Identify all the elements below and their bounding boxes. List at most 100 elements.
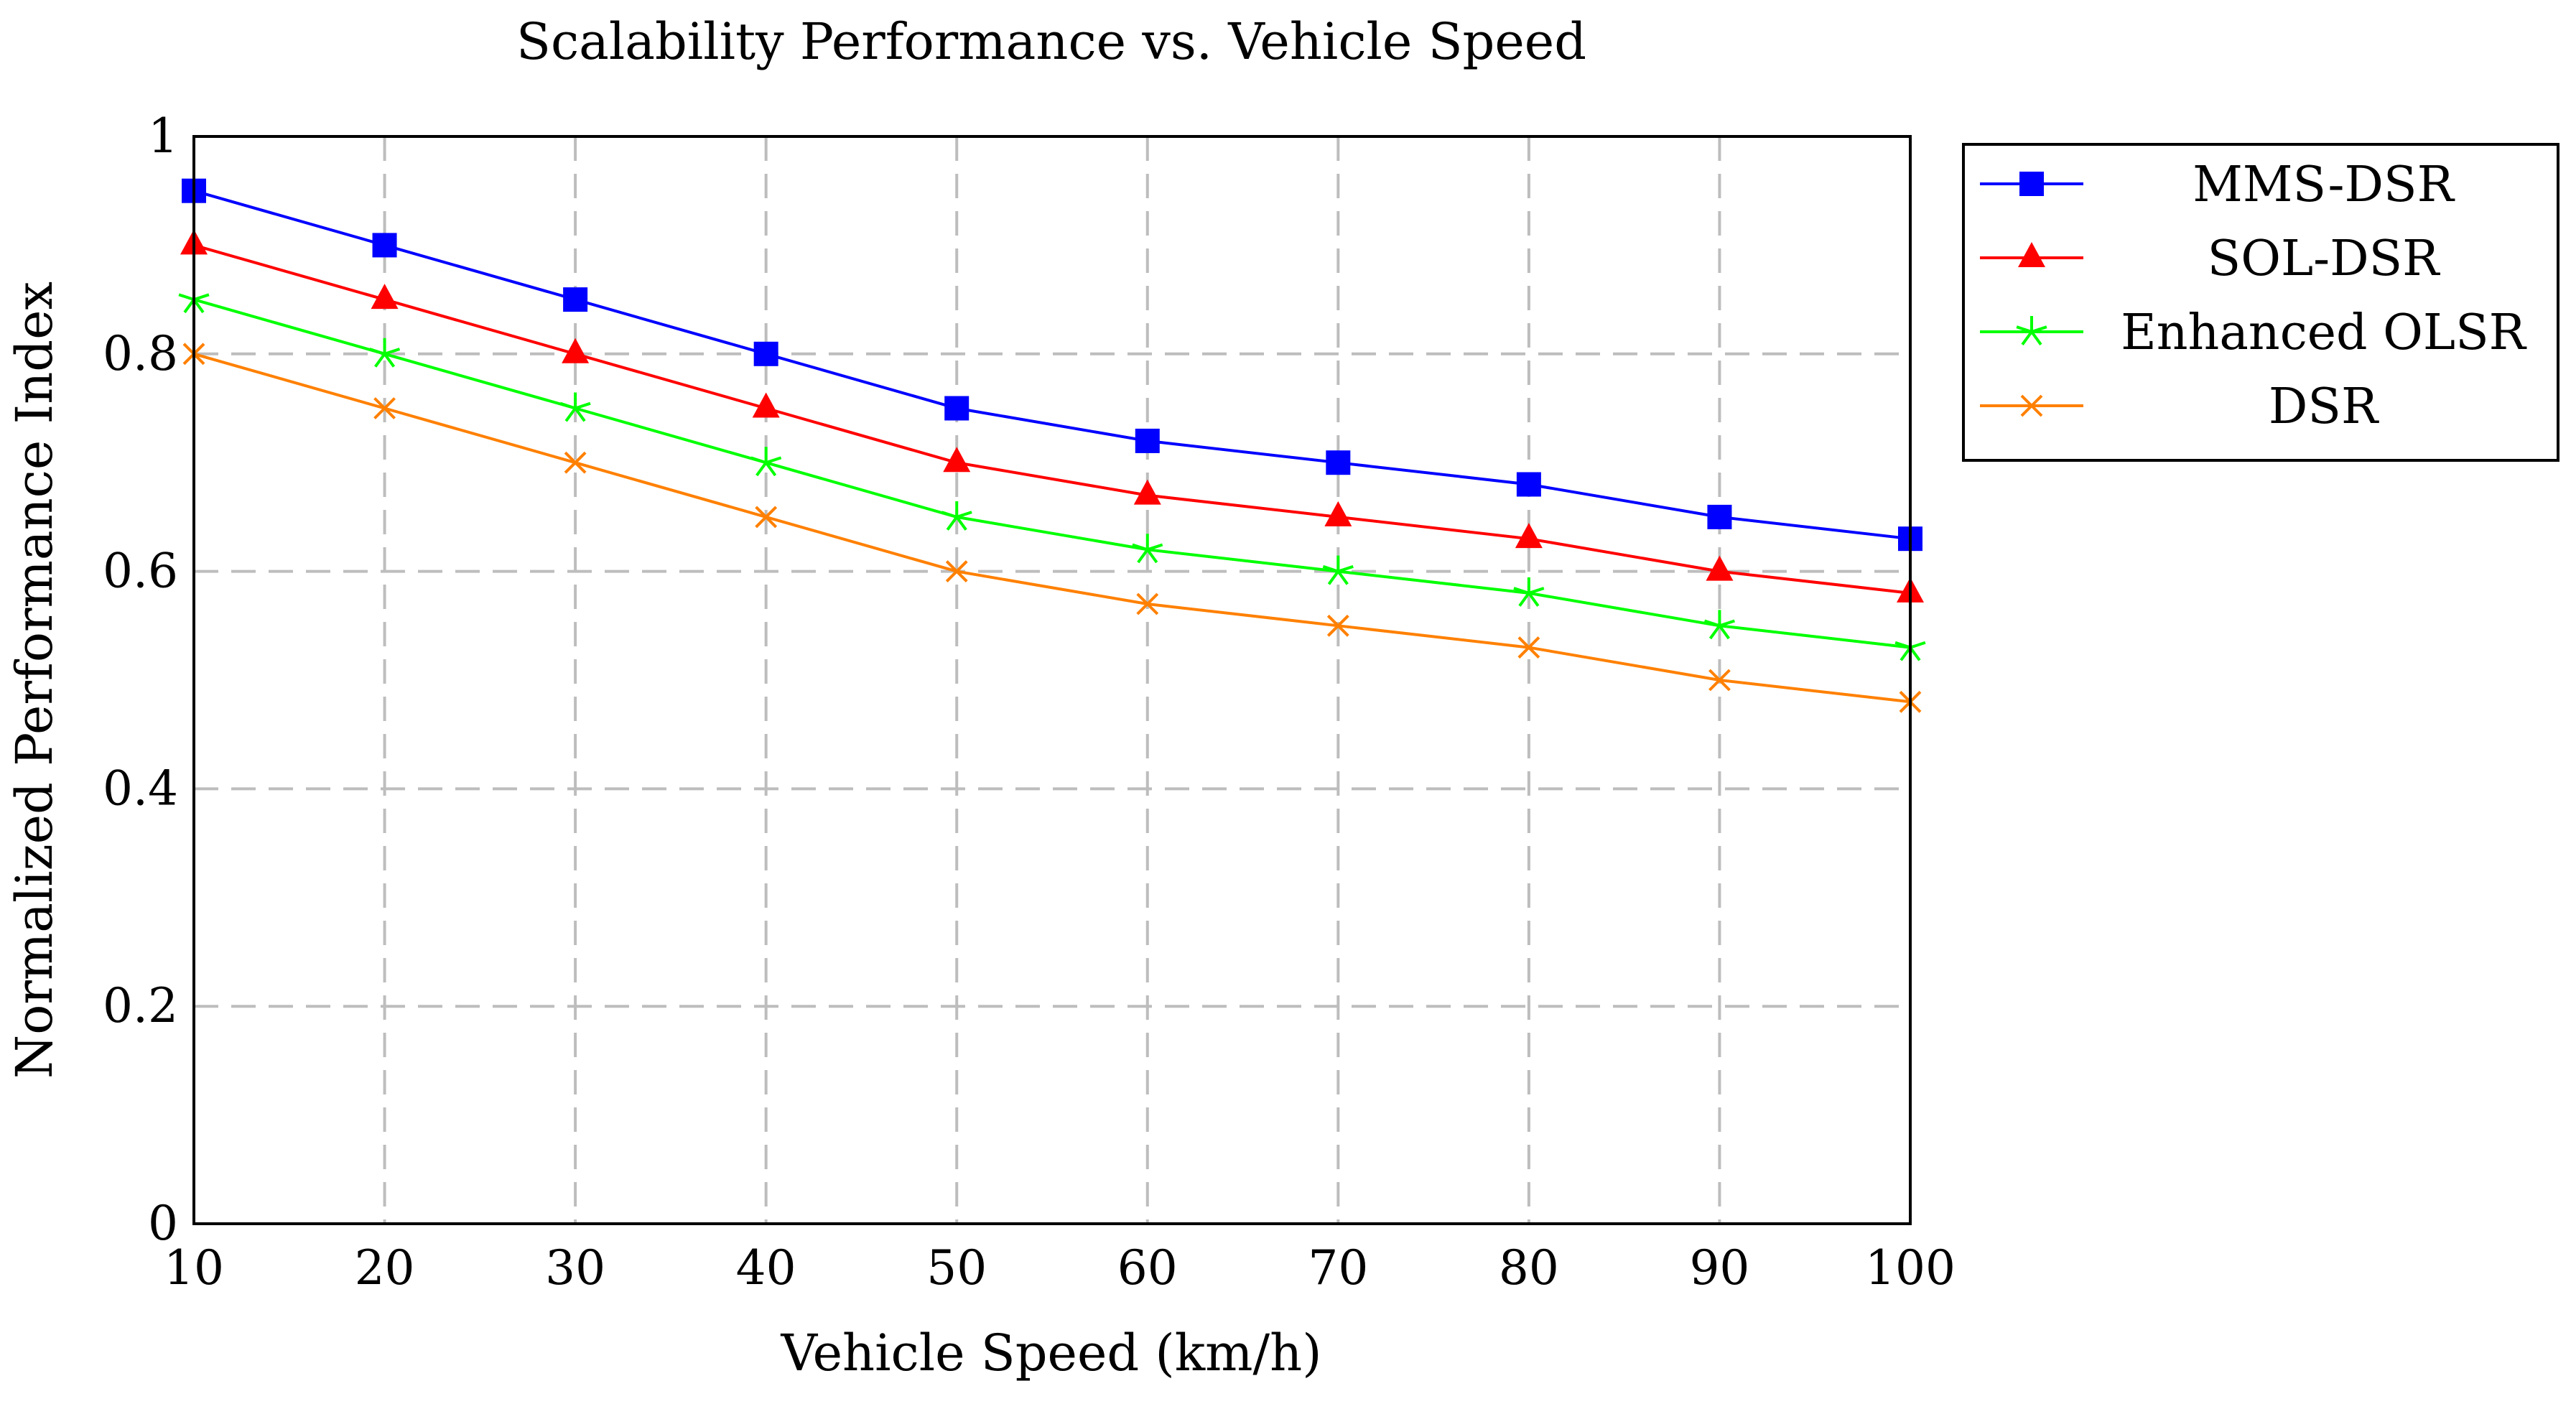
x-tick-label: 80 xyxy=(1499,1240,1559,1296)
legend-marker xyxy=(2020,394,2043,417)
marker-stroke xyxy=(1322,564,1339,573)
marker-stroke xyxy=(192,298,205,314)
marker-stroke xyxy=(1708,669,1731,692)
marker-stroke xyxy=(564,407,577,422)
y-tick-label: 0.4 xyxy=(103,761,178,816)
marker-stroke xyxy=(755,462,768,477)
data-point-dsr xyxy=(1708,669,1731,692)
marker-stroke xyxy=(1147,543,1163,552)
x-tick-label: 20 xyxy=(355,1240,415,1296)
x-tick-label: 50 xyxy=(926,1240,987,1296)
marker-stroke xyxy=(383,348,401,355)
data-point-sol-dsr xyxy=(943,447,971,473)
series-line-mms-dsr xyxy=(193,189,1911,541)
data-point-sol-dsr xyxy=(752,392,780,418)
data-point-mms-dsr xyxy=(563,287,588,312)
data-point-dsr xyxy=(1517,636,1540,659)
marker-stroke xyxy=(1719,619,1735,628)
marker-stroke xyxy=(765,462,777,477)
data-point-enhanced-olsr xyxy=(941,501,972,531)
data-point-enhanced-olsr xyxy=(750,447,782,477)
data-point-dsr xyxy=(945,560,968,583)
marker-stroke xyxy=(2020,394,2043,417)
x-tick-label: 10 xyxy=(164,1240,224,1296)
legend-label: DSR xyxy=(2269,378,2379,435)
x-tick-label: 70 xyxy=(1308,1240,1368,1296)
marker-stroke xyxy=(564,451,587,474)
data-point-sol-dsr xyxy=(371,284,399,310)
y-axis-ticks: 0 0.2 0.4 0.6 0.8 1 xyxy=(103,108,178,1251)
data-point-enhanced-olsr xyxy=(1513,577,1545,607)
marker-stroke xyxy=(1708,625,1721,640)
marker-stroke xyxy=(766,456,782,465)
data-point-dsr xyxy=(755,506,778,529)
legend-box xyxy=(1962,143,2559,462)
y-tick-label: 0.8 xyxy=(103,326,178,381)
y-tick-label: 1 xyxy=(148,108,178,164)
marker-stroke xyxy=(1900,646,1912,661)
marker-stroke xyxy=(1528,587,1545,595)
marker-stroke xyxy=(2031,325,2047,333)
marker-stroke xyxy=(374,353,386,368)
data-point-enhanced-olsr xyxy=(369,338,401,368)
marker-stroke xyxy=(183,298,195,314)
marker-stroke xyxy=(369,348,386,355)
series-dsr xyxy=(182,343,1922,713)
marker-stroke xyxy=(955,516,967,531)
marker-stroke xyxy=(193,293,210,302)
data-point-mms-dsr xyxy=(1516,472,1541,497)
x-tick-label: 90 xyxy=(1689,1240,1749,1296)
marker-stroke xyxy=(1136,592,1159,615)
data-point-mms-dsr xyxy=(372,233,397,258)
y-tick-label: 0 xyxy=(148,1196,178,1251)
y-axis-label: Normalized Performance Index xyxy=(5,282,64,1079)
legend-marker xyxy=(2016,316,2047,345)
marker-stroke xyxy=(945,560,968,583)
marker-stroke xyxy=(1718,625,1730,640)
data-point-mms-dsr xyxy=(1707,504,1732,529)
x-tick-label: 30 xyxy=(545,1240,605,1296)
data-point-dsr xyxy=(373,397,396,419)
marker-stroke xyxy=(1146,549,1158,564)
marker-stroke xyxy=(946,516,958,531)
marker-stroke xyxy=(755,506,778,529)
series-line-sol-dsr xyxy=(193,243,1911,595)
data-point-sol-dsr xyxy=(562,338,590,363)
legend-entry-mms-dsr: MMS-DSR xyxy=(1980,157,2455,213)
marker-stroke xyxy=(1910,641,1926,649)
grid xyxy=(194,136,1910,1224)
data-point-dsr xyxy=(564,451,587,474)
data-point-sol-dsr xyxy=(1515,523,1543,549)
x-tick-label: 100 xyxy=(1865,1240,1956,1296)
data-point-mms-dsr xyxy=(1326,450,1351,475)
legend-entry-dsr: DSR xyxy=(1980,378,2379,435)
data-point-sol-dsr xyxy=(1706,555,1734,581)
data-point-enhanced-olsr xyxy=(1322,555,1354,585)
marker-stroke xyxy=(1528,592,1540,607)
marker-stroke xyxy=(1909,646,1921,661)
marker-stroke xyxy=(1513,587,1530,595)
marker-stroke xyxy=(1518,592,1530,607)
marker-stroke xyxy=(1326,614,1349,637)
data-point-dsr xyxy=(1326,614,1349,637)
marker-stroke xyxy=(1894,641,1911,649)
legend-label: Enhanced OLSR xyxy=(2121,304,2527,361)
series-group xyxy=(178,178,1926,713)
series-line-enhanced-olsr xyxy=(193,298,1911,649)
marker-stroke xyxy=(1327,570,1339,585)
marker-stroke xyxy=(750,456,767,465)
plot-frame xyxy=(192,135,1912,1225)
x-axis-ticks: 10 20 30 40 50 60 70 80 90 100 xyxy=(164,1240,1956,1296)
series-mms-dsr xyxy=(182,178,1922,552)
x-axis-label: Vehicle Speed (km/h) xyxy=(780,1324,1321,1382)
data-point-sol-dsr xyxy=(1133,479,1161,505)
data-point-dsr xyxy=(1136,592,1159,615)
marker-stroke xyxy=(941,511,957,519)
legend-marker xyxy=(2019,172,2044,196)
marker-stroke xyxy=(1132,543,1148,552)
data-point-enhanced-olsr xyxy=(559,392,591,422)
y-tick-label: 0.2 xyxy=(103,978,178,1033)
marker-stroke xyxy=(575,401,591,410)
legend-marker xyxy=(2018,242,2045,267)
marker-stroke xyxy=(956,511,972,519)
